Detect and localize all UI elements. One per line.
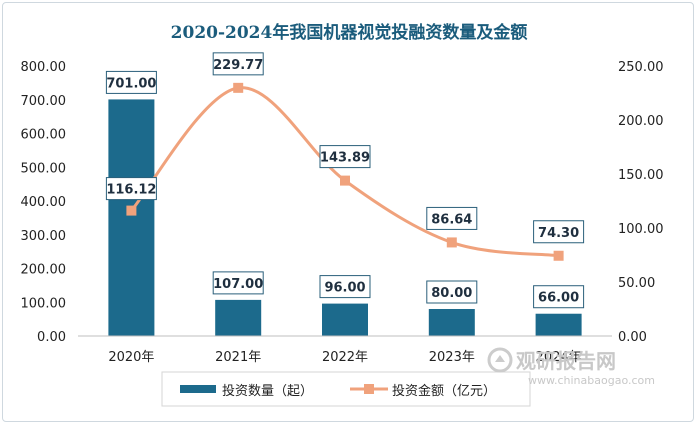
- x-axis: 2020年 2021年 2022年 2023年 2024年: [108, 350, 581, 365]
- y-right-tick: 100.00: [618, 222, 664, 237]
- line-point: [446, 237, 457, 248]
- line-point: [340, 175, 350, 186]
- line-value-label: 74.30: [533, 220, 585, 244]
- y-left-tick: 700.00: [21, 94, 67, 109]
- legend-label-line: 投资金额（亿元）: [392, 383, 496, 399]
- y-left-tick: 100.00: [21, 296, 67, 311]
- bar: [535, 313, 582, 336]
- x-tick-label: 2023年: [429, 350, 475, 365]
- legend-swatch-marker: [364, 384, 374, 394]
- y-right-tick: 50.00: [618, 276, 655, 291]
- chart-title: 2020-2024年我国机器视觉投融资数量及金额: [171, 22, 528, 43]
- line-value-label-text: 116.12: [106, 183, 156, 198]
- y-left-axis: 0.00 100.00 200.00 300.00 400.00 500.00 600.00…: [21, 60, 67, 345]
- y-left-tick: 400.00: [21, 195, 67, 210]
- watermark-text: 观研报告网: [516, 349, 616, 373]
- bar: [428, 309, 475, 336]
- bar-value-label: 701.00: [105, 70, 157, 94]
- line-value-label-box: [319, 145, 371, 169]
- y-left-tick: 500.00: [21, 161, 67, 176]
- y-right-axis: 0.00 50.00 100.00 150.00 200.00 250.00: [618, 60, 664, 345]
- bar-value-label-text: 701.00: [106, 76, 156, 91]
- y-left-tick: 200.00: [21, 263, 67, 278]
- y-right-tick: 0.00: [618, 330, 647, 345]
- bar-value-label-text: 107.00: [213, 277, 263, 292]
- x-tick-label: 2021年: [215, 350, 261, 365]
- bar-value-label: 66.00: [533, 285, 585, 309]
- bar-value-label-text: 96.00: [324, 281, 365, 296]
- bar: [322, 303, 368, 336]
- bar-value-label: 107.00: [212, 271, 264, 295]
- y-left-tick: 600.00: [21, 128, 67, 143]
- line-value-label-text: 143.89: [320, 151, 370, 166]
- line-value-label: 229.77: [212, 52, 264, 76]
- bar-value-label: 96.00: [319, 275, 371, 299]
- legend-swatch-bar: [180, 385, 216, 393]
- line-point: [233, 82, 244, 93]
- legend-box: [161, 371, 531, 407]
- line-value-label-text: 229.77: [213, 58, 263, 73]
- x-tick-label: 2022年: [322, 350, 368, 365]
- line-value-label-box: [105, 177, 157, 201]
- y-left-tick: 800.00: [21, 60, 67, 75]
- bar-value-label-box: [212, 271, 264, 295]
- legend-label-bar: 投资数量（起）: [222, 383, 313, 399]
- y-right-tick: 200.00: [618, 114, 664, 129]
- line-value-label-text: 86.64: [431, 212, 472, 227]
- line-value-label-box: [533, 220, 585, 244]
- bar-value-label-box: [426, 280, 478, 304]
- bar: [108, 99, 155, 336]
- x-tick-label: 2020年: [108, 350, 154, 365]
- line-value-label-box: [212, 52, 264, 76]
- line-series: [126, 82, 564, 261]
- line-point: [126, 205, 137, 216]
- x-tick-label: 2024年: [536, 350, 582, 365]
- watermark: 观研报告网 www.chinabaogao.com: [487, 347, 655, 387]
- line-value-label-text: 74.30: [538, 226, 579, 241]
- y-left-tick: 0.00: [37, 330, 66, 345]
- data-labels: 701.00 107.00 96.00 80.00 66.00 116.12 229.77 1…: [105, 52, 585, 309]
- line-value-label: 86.64: [426, 206, 478, 230]
- watermark-url: www.chinabaogao.com: [528, 374, 655, 387]
- line-point: [553, 250, 564, 261]
- line-value-label: 116.12: [105, 177, 157, 201]
- bar-value-label-text: 80.00: [431, 286, 472, 301]
- y-right-tick: 250.00: [618, 60, 664, 75]
- bar-value-label: 80.00: [426, 280, 478, 304]
- bar-value-label-box: [105, 70, 157, 94]
- legend: 投资数量（起） 投资金额（亿元）: [161, 371, 531, 407]
- watermark-logo-icon: [487, 347, 513, 373]
- y-right-tick: 150.00: [618, 168, 664, 183]
- line-value-label: 143.89: [319, 145, 371, 169]
- bar-value-label-text: 66.00: [538, 291, 579, 306]
- bar: [215, 299, 262, 336]
- bar-value-label-box: [319, 275, 371, 299]
- bar-value-label-box: [533, 285, 585, 309]
- line-value-label-box: [426, 206, 478, 230]
- bar-series: [108, 99, 582, 336]
- y-left-tick: 300.00: [21, 229, 67, 244]
- line-path: [130, 86, 559, 258]
